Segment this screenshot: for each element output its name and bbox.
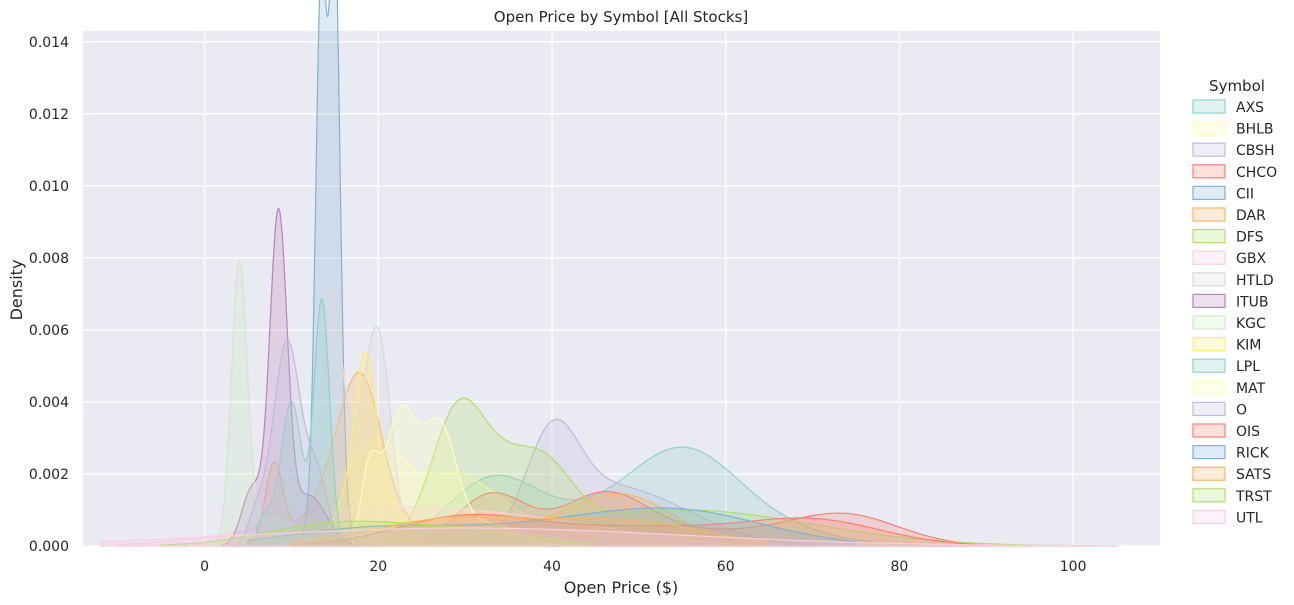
legend-label-mat: MAT: [1236, 381, 1266, 397]
legend-swatch-rick: [1192, 445, 1226, 460]
legend-label-dar: DAR: [1236, 208, 1266, 224]
legend-label-sats: SATS: [1236, 467, 1271, 483]
legend-swatch-dar: [1192, 207, 1226, 222]
x-tick-label: 80: [891, 559, 909, 575]
legend-label-rick: RICK: [1236, 446, 1270, 462]
density-area-kgc: [204, 259, 345, 547]
legend-swatch-cbsh: [1192, 142, 1226, 157]
density-area-o: [230, 339, 353, 547]
y-axis: 0.000 0.002 0.004 0.006 0.008 0.010 0.012 0.014: [29, 35, 69, 555]
legend-label-dfs: DFS: [1236, 230, 1264, 246]
density-areas: [99, 0, 1118, 547]
legend-swatch-axs: [1192, 99, 1226, 114]
legend-label-chco: CHCO: [1236, 165, 1277, 181]
y-tick-label: 0.012: [29, 107, 69, 123]
legend-swatch-cii: [1192, 185, 1226, 200]
y-tick-label: 0.010: [29, 179, 69, 195]
x-tick-label: 100: [1060, 559, 1087, 575]
legend-label-cbsh: CBSH: [1236, 143, 1275, 159]
legend-swatch-htld: [1192, 272, 1226, 287]
legend-label-lpl: LPL: [1236, 359, 1260, 375]
legend-label-utl: UTL: [1236, 510, 1263, 526]
density-area-cbsh: [464, 418, 814, 547]
y-tick-label: 0.002: [29, 467, 69, 483]
density-area-dfs: [316, 397, 1100, 547]
y-tick-label: 0.006: [29, 323, 69, 339]
legend-swatch-kim: [1192, 337, 1226, 352]
y-tick-label: 0.008: [29, 251, 69, 267]
x-tick-label: 0: [200, 559, 209, 575]
legend-label-cii: CII: [1236, 186, 1254, 202]
y-axis-label: Density: [7, 260, 26, 321]
x-tick-label: 40: [543, 559, 561, 575]
legend-label-gbx: GBX: [1236, 251, 1266, 267]
legend-swatch-chco: [1192, 164, 1226, 179]
legend: Symbol AXS BHLB CBSH CHCO CII DAR DFS GBX HTLD IT…: [1192, 77, 1277, 526]
legend-label-axs: AXS: [1236, 100, 1264, 116]
x-axis: 0 20 40 60 80 100: [200, 559, 1086, 575]
y-tick-label: 0.000: [29, 539, 69, 555]
legend-swatch-lpl: [1192, 358, 1226, 373]
legend-label-ois: OIS: [1236, 424, 1260, 440]
y-tick-label: 0.014: [29, 35, 69, 51]
legend-swatch-bhlb: [1192, 120, 1226, 136]
legend-swatch-sats: [1192, 466, 1226, 481]
chart-title: Open Price by Symbol [All Stocks]: [494, 8, 748, 26]
density-area-mat: [351, 404, 596, 547]
density-area-itub: [221, 207, 362, 547]
legend-label-htld: HTLD: [1236, 273, 1274, 289]
legend-swatch-ois: [1192, 423, 1226, 438]
legend-label-kim: KIM: [1236, 338, 1261, 354]
legend-swatch-itub: [1192, 293, 1226, 308]
density-area-trst: [160, 520, 596, 547]
legend-label-bhlb: BHLB: [1236, 122, 1274, 138]
legend-swatch-gbx: [1192, 250, 1226, 265]
legend-label-o: O: [1236, 402, 1247, 418]
y-tick-label: 0.004: [29, 395, 69, 411]
legend-swatch-mat: [1192, 380, 1226, 395]
legend-label-kgc: KGC: [1236, 316, 1266, 332]
legend-label-itub: ITUB: [1236, 294, 1269, 310]
density-area-gbx: [117, 506, 727, 547]
density-area-utl: [99, 527, 1118, 547]
x-axis-label: Open Price ($): [564, 578, 679, 597]
legend-swatch-utl: [1192, 509, 1226, 524]
plot-area: [83, 31, 1160, 546]
legend-swatch-trst: [1192, 488, 1226, 503]
legend-swatch-kgc: [1192, 315, 1226, 330]
x-tick-label: 20: [369, 559, 387, 575]
x-tick-label: 60: [717, 559, 735, 575]
legend-swatch-o: [1192, 401, 1226, 416]
legend-swatch-dfs: [1192, 229, 1226, 244]
legend-label-trst: TRST: [1235, 489, 1272, 505]
legend-title: Symbol: [1209, 77, 1265, 95]
